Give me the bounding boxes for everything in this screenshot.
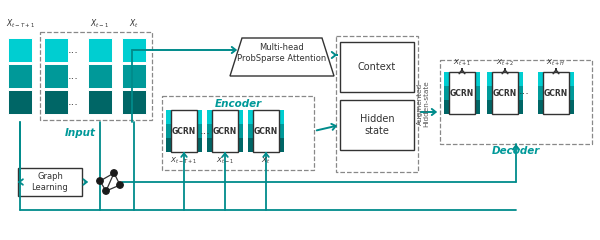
Bar — [238, 110, 243, 124]
Bar — [248, 124, 253, 138]
Bar — [248, 110, 253, 124]
Bar — [207, 110, 212, 124]
Bar — [197, 110, 202, 124]
Circle shape — [117, 182, 123, 188]
Bar — [569, 86, 574, 100]
Text: $X_{t+1}$: $X_{t+1}$ — [453, 58, 471, 68]
Bar — [8, 38, 32, 62]
Bar — [248, 138, 253, 152]
Bar — [543, 72, 569, 114]
Bar — [487, 72, 492, 86]
Text: Hidden
state: Hidden state — [359, 114, 394, 136]
Text: Input: Input — [65, 128, 95, 138]
Bar — [171, 110, 197, 152]
Bar — [518, 100, 523, 114]
Text: Graph
Learning: Graph Learning — [32, 172, 68, 192]
Bar — [475, 100, 480, 114]
Bar — [122, 64, 146, 88]
Bar — [122, 38, 146, 62]
Circle shape — [97, 178, 103, 184]
Text: GCRN: GCRN — [172, 126, 196, 136]
Text: ...: ... — [68, 97, 79, 107]
Text: $X_{t-T+1}$: $X_{t-T+1}$ — [5, 18, 34, 30]
Text: Augmented
Hidden-state: Augmented Hidden-state — [416, 81, 430, 127]
Bar — [44, 38, 68, 62]
Bar — [197, 124, 202, 138]
Bar — [88, 64, 112, 88]
Bar — [279, 138, 284, 152]
Circle shape — [111, 170, 117, 176]
Bar — [449, 72, 475, 114]
Bar — [569, 72, 574, 86]
Bar — [279, 124, 284, 138]
Text: $X_{t+H}$: $X_{t+H}$ — [547, 58, 566, 68]
Bar — [340, 42, 414, 92]
Bar — [207, 124, 212, 138]
Bar — [18, 168, 82, 196]
Bar — [207, 138, 212, 152]
Bar — [8, 90, 32, 114]
Bar — [279, 110, 284, 124]
Text: ...: ... — [68, 71, 79, 81]
Bar — [212, 110, 238, 152]
Bar — [336, 36, 418, 172]
Bar — [538, 72, 543, 86]
Bar — [475, 72, 480, 86]
Bar — [197, 138, 202, 152]
Bar — [444, 86, 449, 100]
Bar — [475, 86, 480, 100]
Bar — [166, 110, 171, 124]
Polygon shape — [230, 38, 334, 76]
Bar — [40, 32, 152, 120]
Text: GCRN: GCRN — [450, 89, 474, 97]
Bar — [444, 72, 449, 86]
Text: ...: ... — [68, 45, 79, 55]
Bar — [253, 110, 279, 152]
Text: $X_{t-1}$: $X_{t-1}$ — [91, 18, 110, 30]
Bar — [487, 100, 492, 114]
Bar — [44, 90, 68, 114]
Bar — [440, 60, 592, 144]
Text: $X_{t-T+1}$: $X_{t-T+1}$ — [170, 156, 198, 166]
Circle shape — [103, 188, 109, 194]
Bar — [238, 124, 243, 138]
Bar — [166, 138, 171, 152]
Text: Context: Context — [358, 62, 396, 72]
Bar — [88, 38, 112, 62]
Bar — [487, 86, 492, 100]
Bar — [8, 64, 32, 88]
Text: GCRN: GCRN — [544, 89, 568, 97]
Text: Multi-head
ProbSparse Attention: Multi-head ProbSparse Attention — [238, 43, 326, 63]
Text: $X_{t+2}$: $X_{t+2}$ — [496, 58, 514, 68]
Text: Encoder: Encoder — [214, 99, 262, 109]
Text: $X_t$: $X_t$ — [129, 18, 139, 30]
Text: GCRN: GCRN — [254, 126, 278, 136]
Bar — [444, 100, 449, 114]
Bar — [492, 72, 518, 114]
Bar — [162, 96, 314, 170]
Bar — [166, 124, 171, 138]
Text: Decoder: Decoder — [492, 146, 540, 156]
Bar — [569, 100, 574, 114]
Bar — [538, 86, 543, 100]
Text: $X_{t-1}$: $X_{t-1}$ — [216, 156, 234, 166]
Bar — [340, 100, 414, 150]
Text: ...: ... — [200, 126, 211, 136]
Bar — [518, 86, 523, 100]
Bar — [122, 90, 146, 114]
Text: ...: ... — [518, 86, 529, 96]
Text: GCRN: GCRN — [213, 126, 237, 136]
Bar — [88, 90, 112, 114]
Bar — [538, 100, 543, 114]
Bar — [238, 138, 243, 152]
Text: $X_t$: $X_t$ — [262, 156, 271, 166]
Bar — [44, 64, 68, 88]
Bar — [518, 72, 523, 86]
Text: GCRN: GCRN — [493, 89, 517, 97]
